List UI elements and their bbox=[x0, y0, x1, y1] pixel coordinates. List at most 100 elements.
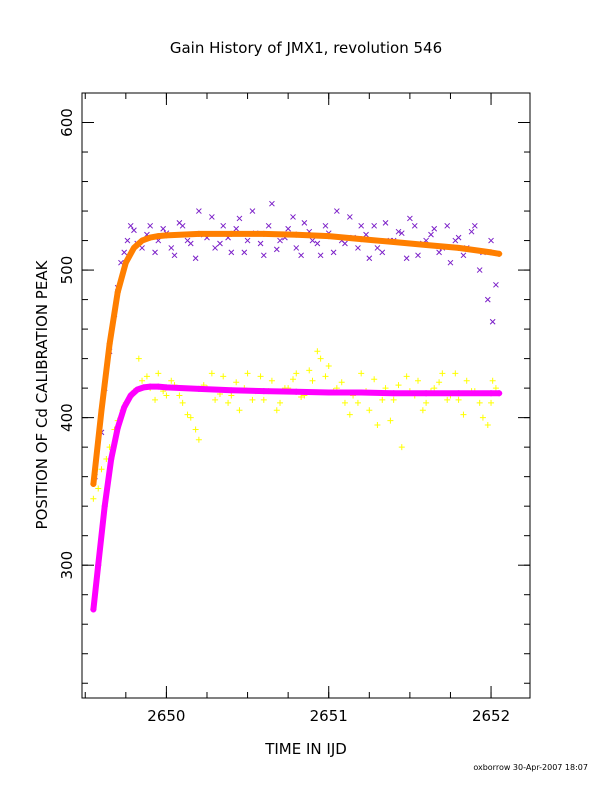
x-tick-label: 2650 bbox=[147, 707, 185, 725]
curve-point bbox=[163, 232, 170, 239]
data-point bbox=[366, 407, 373, 414]
data-point bbox=[192, 426, 199, 433]
data-point bbox=[476, 399, 483, 406]
data-point bbox=[236, 215, 243, 222]
data-point bbox=[95, 485, 102, 492]
data-point bbox=[488, 399, 495, 406]
data-point bbox=[152, 249, 158, 256]
axis-ticks bbox=[82, 92, 530, 698]
curve-point bbox=[114, 424, 121, 431]
data-point bbox=[212, 245, 218, 251]
curve-point bbox=[195, 230, 202, 237]
data-series bbox=[95, 348, 496, 492]
curve-point bbox=[488, 390, 495, 397]
data-point bbox=[124, 237, 131, 244]
data-point bbox=[90, 495, 97, 502]
data-point bbox=[492, 385, 499, 392]
data-point bbox=[358, 370, 365, 377]
data-point bbox=[398, 444, 405, 451]
curve-point bbox=[358, 236, 365, 243]
data-point bbox=[322, 373, 329, 380]
data-point bbox=[423, 399, 430, 406]
data-point bbox=[468, 228, 475, 235]
curve-point bbox=[496, 390, 503, 397]
curve-point bbox=[98, 407, 105, 414]
data-point bbox=[135, 355, 142, 362]
data-point bbox=[127, 222, 134, 229]
footer-timestamp: oxborrow 30-Apr-2007 18:07 bbox=[473, 763, 588, 772]
curve-point bbox=[293, 231, 300, 238]
curve-point bbox=[155, 383, 162, 390]
y-tick-label: 300 bbox=[58, 551, 76, 580]
data-point bbox=[358, 222, 365, 229]
data-point bbox=[228, 249, 235, 256]
data-point bbox=[484, 422, 491, 429]
data-point bbox=[374, 422, 381, 429]
data-point bbox=[460, 411, 467, 418]
data-point bbox=[257, 240, 264, 247]
data-point bbox=[371, 376, 378, 383]
data-series bbox=[90, 383, 503, 613]
data-point bbox=[176, 392, 183, 399]
data-point bbox=[233, 225, 240, 232]
data-point bbox=[325, 362, 332, 369]
data-point bbox=[330, 249, 337, 256]
data-series bbox=[98, 208, 496, 436]
curve-point bbox=[127, 392, 134, 399]
curve-point bbox=[455, 244, 462, 251]
data-point bbox=[455, 396, 462, 403]
curve-point bbox=[134, 386, 141, 393]
curve-point bbox=[496, 250, 503, 257]
data-point bbox=[398, 230, 405, 237]
data-point bbox=[236, 407, 243, 414]
curve-point bbox=[325, 233, 332, 240]
data-point bbox=[187, 414, 194, 421]
data-point bbox=[298, 393, 305, 400]
x-axis-label: TIME IN IJD bbox=[264, 740, 347, 758]
data-point bbox=[301, 220, 308, 226]
data-point bbox=[220, 373, 227, 380]
data-point bbox=[131, 227, 137, 234]
data-point bbox=[269, 200, 275, 207]
data-point bbox=[403, 255, 410, 262]
data-point bbox=[390, 396, 397, 403]
curve-point bbox=[140, 384, 147, 391]
tick-labels: 2650 2651 2652 300 400 500 600 bbox=[58, 108, 510, 725]
curve-point bbox=[325, 389, 332, 396]
data-point bbox=[382, 220, 389, 226]
data-point bbox=[168, 245, 175, 251]
data-point bbox=[192, 255, 199, 262]
curve-point bbox=[106, 340, 113, 347]
curve-point bbox=[390, 239, 397, 246]
data-point bbox=[436, 379, 443, 386]
data-point bbox=[241, 249, 248, 256]
data-point bbox=[228, 392, 235, 399]
curve-point bbox=[155, 233, 162, 240]
data-point bbox=[176, 220, 183, 226]
data-point bbox=[322, 222, 329, 229]
data-series bbox=[90, 355, 499, 502]
data-point bbox=[147, 222, 154, 229]
data-point bbox=[196, 208, 202, 214]
data-point bbox=[273, 246, 280, 253]
curve-point bbox=[293, 388, 300, 395]
data-series bbox=[90, 230, 503, 488]
data-point bbox=[143, 373, 150, 380]
curve-point bbox=[358, 389, 365, 396]
curve-point bbox=[488, 249, 495, 256]
curve-point bbox=[121, 404, 128, 411]
data-point bbox=[260, 396, 267, 403]
data-point bbox=[341, 399, 348, 406]
data-series bbox=[92, 200, 499, 480]
y-axis-label: POSITION OF Cd CALIBRATION PEAK bbox=[33, 259, 51, 529]
curve-point bbox=[147, 383, 154, 390]
data-point bbox=[260, 252, 267, 259]
data-point bbox=[277, 399, 284, 406]
data-point bbox=[476, 267, 483, 273]
curve-point bbox=[260, 230, 267, 237]
data-point bbox=[488, 237, 494, 244]
series-layer bbox=[90, 200, 503, 613]
data-point bbox=[411, 222, 418, 229]
data-point bbox=[460, 252, 467, 259]
